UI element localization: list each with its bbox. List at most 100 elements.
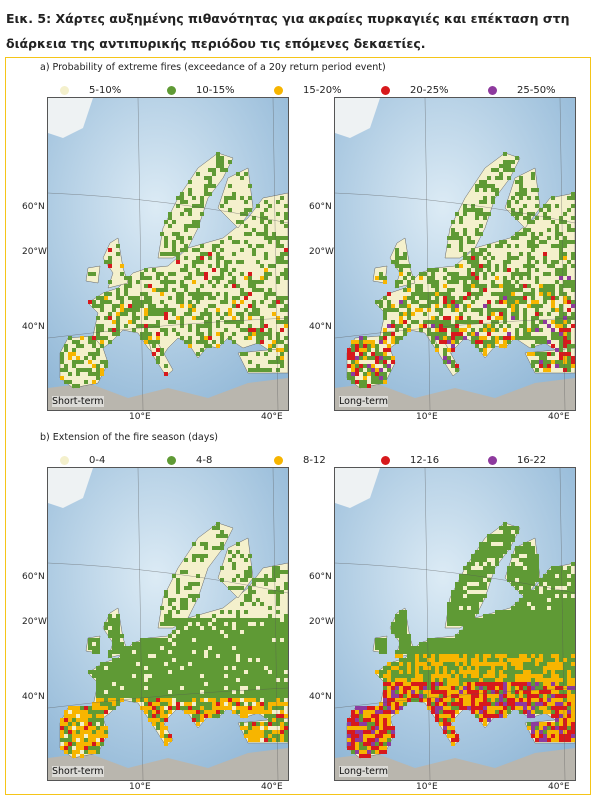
fire-cell	[383, 702, 387, 706]
fire-cell	[228, 618, 232, 622]
fire-cell	[399, 316, 403, 320]
fire-cell	[220, 268, 224, 272]
fire-cell	[487, 662, 491, 666]
fire-cell	[507, 642, 511, 646]
fire-cell	[495, 706, 499, 710]
fire-cell	[164, 590, 168, 594]
fire-cell	[431, 300, 435, 304]
fire-cell	[96, 678, 100, 682]
fire-cell	[96, 670, 100, 674]
fire-cell	[563, 364, 567, 368]
fire-cell	[535, 308, 539, 312]
fire-cell	[463, 618, 467, 622]
fire-cell	[280, 296, 284, 300]
fire-cell	[511, 610, 515, 614]
fire-cell	[543, 618, 547, 622]
fire-cell	[507, 530, 511, 534]
fire-cell	[124, 674, 128, 678]
fire-cell	[268, 638, 272, 642]
fire-cell	[519, 650, 523, 654]
fire-cell	[495, 662, 499, 666]
fire-cell	[188, 292, 192, 296]
fire-cell	[152, 646, 156, 650]
fire-cell	[240, 248, 244, 252]
fire-cell	[519, 658, 523, 662]
fire-cell	[523, 192, 527, 196]
fire-cell	[487, 340, 491, 344]
fire-cell	[483, 212, 487, 216]
fire-cell	[160, 690, 164, 694]
fire-cell	[555, 614, 559, 618]
fire-cell	[431, 666, 435, 670]
fire-cell	[451, 360, 455, 364]
fire-cell	[475, 678, 479, 682]
fire-cell	[455, 690, 459, 694]
fire-cell	[248, 738, 252, 742]
fire-cell	[467, 622, 471, 626]
fire-cell	[519, 558, 523, 562]
fire-cell	[471, 320, 475, 324]
grid-label: 60°N	[309, 202, 332, 212]
fire-cell	[523, 650, 527, 654]
fire-cell	[252, 252, 256, 256]
fire-cell	[220, 654, 224, 658]
fire-cell	[539, 352, 543, 356]
fire-cell	[272, 718, 276, 722]
fire-cell	[447, 360, 451, 364]
fire-cell	[248, 730, 252, 734]
fire-cell	[567, 308, 571, 312]
fire-cell	[212, 546, 216, 550]
fire-cell	[248, 570, 252, 574]
fire-cell	[220, 686, 224, 690]
fire-cell	[200, 666, 204, 670]
fire-cell	[260, 634, 264, 638]
fire-cell	[451, 706, 455, 710]
fire-cell	[455, 324, 459, 328]
fire-cell	[248, 272, 252, 276]
fire-cell	[391, 320, 395, 324]
fire-cell	[559, 256, 563, 260]
fire-cell	[571, 734, 575, 738]
fire-cell	[523, 332, 527, 336]
fire-cell	[104, 710, 108, 714]
fire-cell	[180, 658, 184, 662]
fire-cell	[531, 722, 535, 726]
fire-cell	[244, 682, 248, 686]
fire-cell	[272, 590, 276, 594]
fire-cell	[72, 360, 76, 364]
fire-cell	[248, 634, 252, 638]
fire-cell	[367, 368, 371, 372]
fire-cell	[539, 232, 543, 236]
fire-cell	[280, 630, 284, 634]
fire-cell	[240, 726, 244, 730]
fire-cell	[563, 328, 567, 332]
fire-cell	[503, 646, 507, 650]
fire-cell	[284, 738, 288, 742]
fire-cell	[116, 614, 120, 618]
legend-swatch	[60, 86, 69, 95]
fire-cell	[483, 188, 487, 192]
fire-cell	[92, 304, 96, 308]
fire-cell	[272, 686, 276, 690]
fire-cell	[463, 682, 467, 686]
fire-cell	[471, 284, 475, 288]
fire-cell	[475, 598, 479, 602]
fire-cell	[260, 662, 264, 666]
fire-cell	[80, 336, 84, 340]
fire-cell	[503, 344, 507, 348]
fire-cell	[423, 698, 427, 702]
fire-cell	[367, 742, 371, 746]
fire-cell	[284, 216, 288, 220]
fire-cell	[363, 336, 367, 340]
grid-label: 40°N	[22, 322, 45, 332]
fire-cell	[571, 722, 575, 726]
fire-cell	[571, 606, 575, 610]
fire-cell	[188, 670, 192, 674]
fire-cell	[555, 332, 559, 336]
fire-cell	[379, 750, 383, 754]
greenland	[335, 468, 380, 508]
fire-cell	[192, 204, 196, 208]
fire-cell	[387, 670, 391, 674]
fire-cell	[451, 288, 455, 292]
fire-cell	[104, 726, 108, 730]
